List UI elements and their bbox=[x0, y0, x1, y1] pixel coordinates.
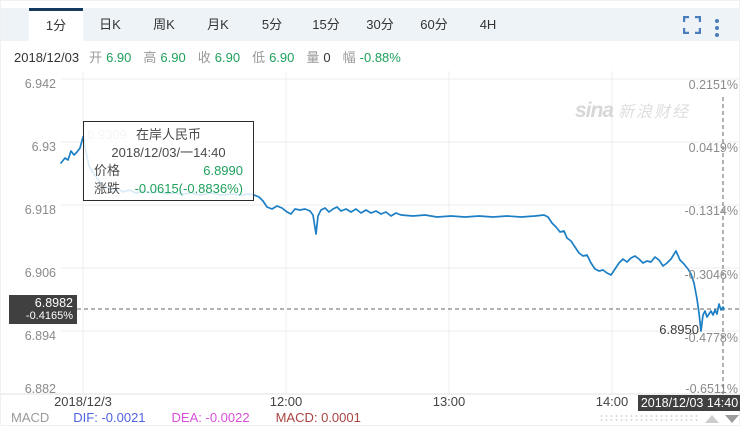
tab-1分[interactable]: 1分 bbox=[29, 8, 83, 41]
field-value: 6.90 bbox=[269, 50, 295, 65]
triangle-down-icon[interactable] bbox=[725, 415, 739, 423]
crosshair-time-badge: 2018/12/03 14:40 bbox=[638, 395, 740, 411]
field-label: 收 bbox=[197, 50, 211, 65]
low-price-label: 6.8950 bbox=[659, 322, 699, 337]
triangle-up-icon[interactable] bbox=[705, 415, 719, 423]
current-price-value: 6.8982 bbox=[34, 296, 73, 310]
period-tab-bar: 1分 日K 周K 月K 5分 15分 30分 60分 4H bbox=[1, 8, 740, 41]
tab-60分[interactable]: 60分 bbox=[420, 17, 448, 32]
current-price-badge: 6.8982 -0.4165% bbox=[9, 295, 77, 324]
tooltip-price-value: 6.8990 bbox=[203, 163, 243, 178]
tooltip-price-label: 价格 bbox=[94, 163, 121, 178]
field-value: -0.88% bbox=[359, 50, 401, 65]
fullscreen-icon[interactable] bbox=[682, 15, 702, 39]
ohlc-info-bar: 2018/12/03 开 6.90 高 6.90 收 6.90 低 6.90 量 0 幅 -0.88% bbox=[14, 47, 413, 66]
quote-date: 2018/12/03 bbox=[14, 50, 80, 65]
chart-tooltip: 在岸人民币 2018/12/03/一14:40 价格 6.8990 涨跌 -0.… bbox=[83, 121, 254, 201]
macd-indicator-name[interactable]: MACD bbox=[11, 410, 50, 425]
field-label: 高 bbox=[143, 50, 157, 65]
kebab-menu-icon[interactable] bbox=[713, 17, 721, 39]
tooltip-change-value: -0.0615(-0.8836%) bbox=[134, 181, 243, 196]
field-value: 6.90 bbox=[160, 50, 186, 65]
field-value: 6.90 bbox=[106, 50, 132, 65]
ohlc-fields: 开 6.90 高 6.90 收 6.90 低 6.90 量 0 幅 -0.88% bbox=[89, 50, 413, 65]
macd-dif-value: DIF: -0.0021 bbox=[73, 410, 146, 425]
tab-15分[interactable]: 15分 bbox=[312, 17, 340, 32]
horizontal-gridlines bbox=[61, 78, 740, 332]
macd-values: DIF: -0.0021 DEA: -0.0022 MACD: 0.0001 bbox=[73, 410, 361, 425]
current-price-change-pct: -0.4165% bbox=[25, 310, 73, 322]
tooltip-title: 在岸人民币 bbox=[135, 127, 201, 142]
tab-list: 1分 日K 周K 月K 5分 15分 30分 60分 4H bbox=[29, 8, 740, 41]
macd-indicator-row: MACD DIF: -0.0021 DEA: -0.0022 MACD: 0.0001 bbox=[11, 410, 361, 425]
tab-4H[interactable]: 4H bbox=[479, 17, 497, 32]
chart-toolbar bbox=[682, 15, 721, 39]
datazoom-grip[interactable] bbox=[599, 414, 699, 422]
tab-周K[interactable]: 周K bbox=[153, 17, 175, 32]
macd-dea-value: DEA: -0.0022 bbox=[171, 410, 250, 425]
field-label: 幅 bbox=[342, 50, 356, 65]
tab-月K[interactable]: 月K bbox=[207, 17, 229, 32]
tooltip-change-label: 涨跌 bbox=[94, 181, 121, 196]
tab-30分[interactable]: 30分 bbox=[366, 17, 394, 32]
vertical-gridlines bbox=[82, 71, 613, 394]
tooltip-datetime: 2018/12/03/一14:40 bbox=[111, 145, 226, 160]
field-label: 开 bbox=[89, 50, 103, 65]
field-value: 0 bbox=[323, 50, 331, 65]
field-label: 量 bbox=[306, 50, 320, 65]
tab-日K[interactable]: 日K bbox=[99, 17, 121, 32]
field-value: 6.90 bbox=[214, 50, 241, 65]
macd-macd-value: MACD: 0.0001 bbox=[275, 410, 361, 425]
tab-5分[interactable]: 5分 bbox=[261, 17, 283, 32]
field-label: 低 bbox=[252, 50, 266, 65]
